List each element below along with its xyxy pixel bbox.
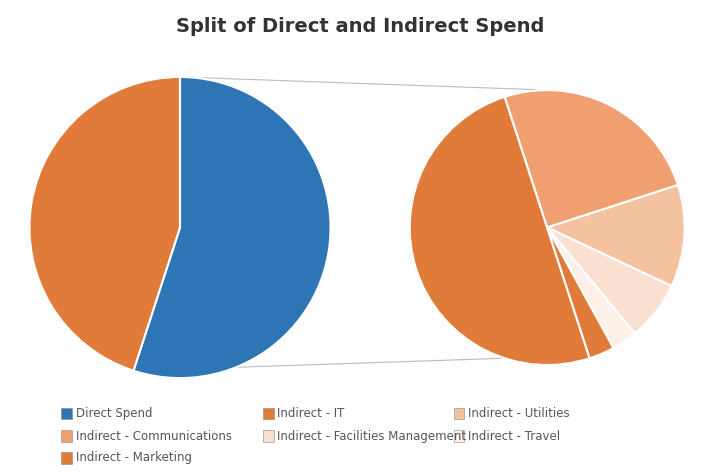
Text: Indirect - Utilities: Indirect - Utilities	[468, 407, 570, 420]
Text: Indirect - Communications: Indirect - Communications	[76, 430, 232, 443]
Text: Indirect - Travel: Indirect - Travel	[468, 430, 560, 443]
Text: Indirect - IT: Indirect - IT	[277, 407, 345, 420]
Wedge shape	[410, 97, 590, 365]
Wedge shape	[547, 228, 613, 358]
Text: Indirect - Facilities Management: Indirect - Facilities Management	[277, 430, 467, 443]
Wedge shape	[30, 77, 180, 371]
Text: Split of Direct and Indirect Spend: Split of Direct and Indirect Spend	[176, 17, 544, 36]
Wedge shape	[547, 185, 685, 286]
Text: Direct Spend: Direct Spend	[76, 407, 152, 420]
Wedge shape	[547, 228, 635, 348]
Wedge shape	[547, 228, 672, 333]
Wedge shape	[505, 90, 678, 228]
Text: Indirect - Marketing: Indirect - Marketing	[76, 451, 192, 464]
Wedge shape	[133, 77, 330, 378]
